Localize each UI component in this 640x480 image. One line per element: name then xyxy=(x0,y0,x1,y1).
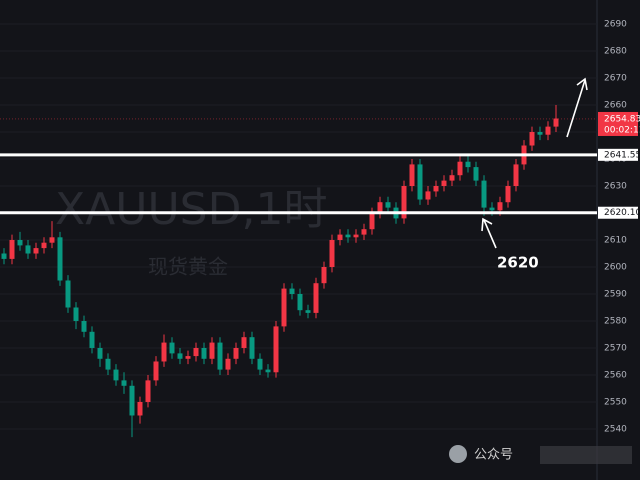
candle-body xyxy=(129,385,135,416)
candle-body xyxy=(361,229,367,235)
y-tick-label: 2610 xyxy=(604,236,627,246)
candle-body xyxy=(41,242,47,249)
level-tag xyxy=(598,148,638,161)
footer-text: 公众号 xyxy=(474,448,513,463)
y-tick-label: 2600 xyxy=(604,262,627,272)
y-tick-label: 2570 xyxy=(604,343,627,353)
candle-body xyxy=(457,161,463,176)
candle-body xyxy=(121,380,127,386)
candle-body xyxy=(113,369,119,381)
y-tick-label: 2690 xyxy=(604,20,627,30)
annotation: 2620 xyxy=(497,254,539,272)
y-tick-label: 2630 xyxy=(604,182,627,192)
y-tick-label: 2660 xyxy=(604,101,627,111)
candle-body xyxy=(241,337,247,348)
candle-body xyxy=(1,253,7,259)
candle-body xyxy=(505,186,511,203)
candle-body xyxy=(401,186,407,219)
candle-body xyxy=(529,132,535,146)
candle-body xyxy=(553,118,559,127)
candle-body xyxy=(337,234,343,240)
candle-body xyxy=(273,326,279,373)
y-tick-label: 2580 xyxy=(604,316,627,326)
candle-body xyxy=(185,356,191,359)
y-tick-label: 2560 xyxy=(604,370,627,380)
candle-body xyxy=(161,342,167,362)
level-tag xyxy=(598,206,638,219)
candle-body xyxy=(473,167,479,181)
current-price-label: 2654.83 xyxy=(604,114,640,124)
y-tick-label: 2540 xyxy=(604,424,627,434)
y-tick-label: 2670 xyxy=(604,74,627,84)
candle-body xyxy=(201,347,207,359)
candle-body xyxy=(81,320,87,332)
candle-body xyxy=(481,180,487,208)
candle-body xyxy=(57,237,63,281)
y-tick-label: 2550 xyxy=(604,397,627,407)
candle-body xyxy=(49,237,55,243)
current-price-tag xyxy=(598,111,638,136)
y-tick-label: 2590 xyxy=(604,289,627,299)
candle-body xyxy=(145,380,151,402)
candle-body xyxy=(225,358,231,370)
arrow-support xyxy=(481,217,497,249)
candle-body xyxy=(281,288,287,327)
candle-body xyxy=(25,245,31,254)
candle-body xyxy=(449,175,455,181)
footer-icon xyxy=(449,445,467,463)
candle-body xyxy=(97,347,103,359)
candle-body xyxy=(105,358,111,370)
y-tick-label: 2680 xyxy=(604,47,627,57)
candle-body xyxy=(257,358,263,370)
candle-body xyxy=(217,342,223,370)
candle-body xyxy=(545,126,551,135)
candle-body xyxy=(513,164,519,187)
candle-body xyxy=(353,234,359,238)
candle-body xyxy=(345,234,351,238)
candle-body xyxy=(441,180,447,187)
candle-body xyxy=(153,361,159,381)
candle-body xyxy=(489,207,495,211)
candle-body xyxy=(289,288,295,294)
level-label: 2620.10 xyxy=(604,208,640,218)
candle-body xyxy=(369,213,375,230)
candle-body xyxy=(265,369,271,373)
candle-body xyxy=(385,202,391,208)
candle-body xyxy=(193,347,199,357)
candle-body xyxy=(209,342,215,359)
candle-body xyxy=(313,283,319,313)
footer: 公众号 xyxy=(449,445,632,464)
candle-body xyxy=(9,240,15,259)
candle-body xyxy=(65,280,71,308)
candle-body xyxy=(377,202,383,214)
candle-body xyxy=(177,353,183,359)
watermark: XAUUSD,1时 xyxy=(55,184,327,235)
candle-body xyxy=(297,293,303,311)
footer-blur xyxy=(540,446,632,464)
candle-body xyxy=(89,331,95,348)
candle-body xyxy=(73,307,79,321)
arrow-up xyxy=(566,77,588,138)
candle-body xyxy=(137,401,143,416)
candle-body xyxy=(17,240,23,246)
candle-body xyxy=(425,191,431,200)
countdown-label: 00:02:11 xyxy=(604,125,640,135)
candle-body xyxy=(417,164,423,200)
level-label: 2641.55 xyxy=(604,150,640,160)
candle-body xyxy=(465,161,471,168)
candle-body xyxy=(249,337,255,359)
candle-body xyxy=(305,310,311,313)
candle-body xyxy=(497,202,503,211)
candle-body xyxy=(169,342,175,354)
candle-body xyxy=(233,347,239,359)
candle-body xyxy=(409,164,415,187)
candle-body xyxy=(537,132,543,135)
candle-body xyxy=(321,266,327,284)
candle-body xyxy=(33,248,39,254)
candle-body xyxy=(433,186,439,192)
candle-body xyxy=(329,240,335,267)
